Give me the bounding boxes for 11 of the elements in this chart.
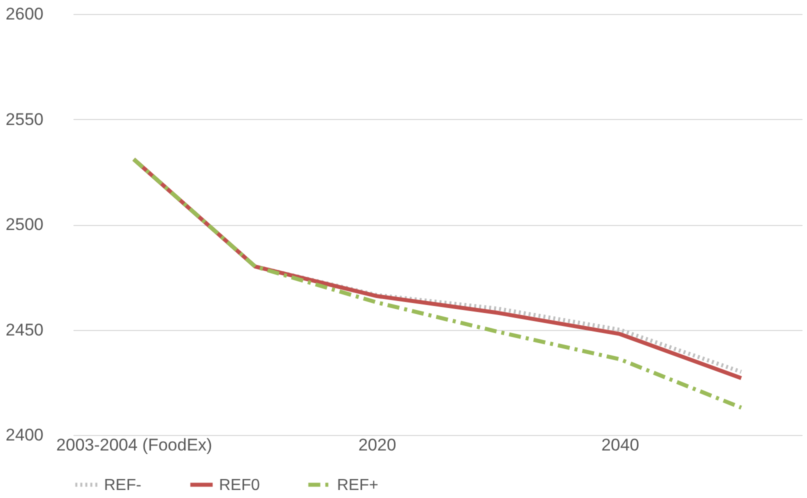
legend-label: REF-: [104, 476, 142, 494]
y-tick-label: 2450: [6, 320, 44, 340]
x-tick-label: 2040: [601, 436, 640, 454]
legend-label: REF0: [219, 476, 260, 494]
y-tick-label: 2400: [6, 426, 44, 444]
y-tick-label: 2500: [6, 215, 44, 234]
x-tick-label: 2003-2004 (FoodEx): [56, 436, 212, 454]
y-tick-label: 2550: [6, 110, 44, 129]
x-tick-label: 2020: [358, 436, 396, 454]
y-tick-label: 2600: [6, 4, 44, 24]
legend-label: REF+: [337, 476, 378, 494]
